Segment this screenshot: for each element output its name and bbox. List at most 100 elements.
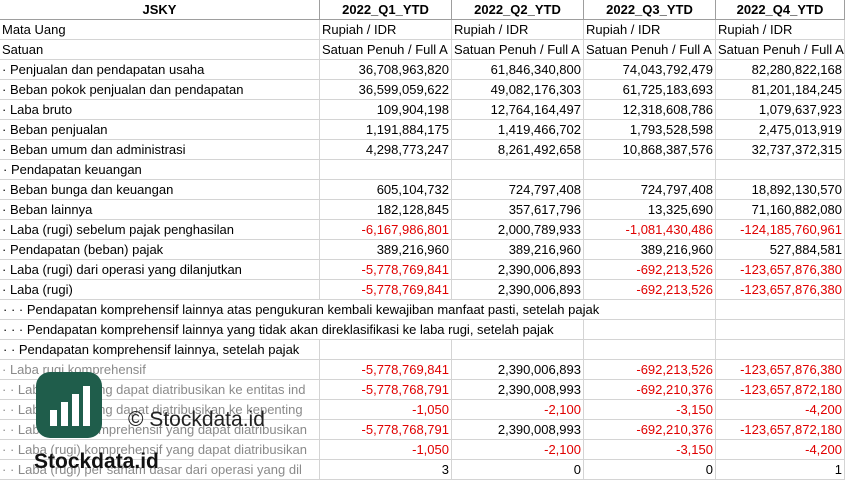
value-cell: 32,737,372,315 (716, 140, 845, 160)
value-cell: 109,904,198 (320, 100, 452, 120)
logo-icon (50, 386, 90, 426)
value-cell: Satuan Penuh / Full A (584, 40, 716, 60)
value-cell: 2,390,006,893 (452, 360, 584, 380)
value-cell: Satuan Penuh / Full A (320, 40, 452, 60)
value-cell: -123,657,872,180 (716, 420, 845, 440)
value-cell: 10,868,387,576 (584, 140, 716, 160)
empty-cell (584, 300, 716, 320)
value-cell: -123,657,876,380 (716, 280, 845, 300)
value-cell: -4,200 (716, 440, 845, 460)
watermark-logo (36, 372, 102, 438)
value-cell: -3,150 (584, 440, 716, 460)
value-cell: -123,657,872,180 (716, 380, 845, 400)
value-cell: 527,884,581 (716, 240, 845, 260)
value-cell: 2,390,006,893 (452, 260, 584, 280)
empty-cell (320, 160, 452, 180)
row-label: · Beban umum dan administrasi (0, 140, 320, 160)
value-cell: 61,725,183,693 (584, 80, 716, 100)
value-cell: 36,708,963,820 (320, 60, 452, 80)
value-cell: 2,475,013,919 (716, 120, 845, 140)
value-cell: 2,390,006,893 (452, 280, 584, 300)
value-cell: 36,599,059,622 (320, 80, 452, 100)
value-cell: -4,200 (716, 400, 845, 420)
value-cell: 389,216,960 (320, 240, 452, 260)
empty-cell (716, 160, 845, 180)
empty-cell (452, 160, 584, 180)
value-cell: Satuan Penuh / Full A (452, 40, 584, 60)
value-cell: -2,100 (452, 440, 584, 460)
row-label: · Beban lainnya (0, 200, 320, 220)
value-cell: -5,778,769,841 (320, 360, 452, 380)
value-cell: 49,082,176,303 (452, 80, 584, 100)
header-cell: 2022_Q4_YTD (716, 0, 845, 20)
row-label: · Laba (rugi) sebelum pajak penghasilan (0, 220, 320, 240)
row-label: · Beban pokok penjualan dan pendapatan (0, 80, 320, 100)
row-label: · · Laba (rugi) per saham dasar dari ope… (0, 460, 320, 480)
value-cell: 12,764,164,497 (452, 100, 584, 120)
watermark-brand: Stockdata.id (34, 450, 159, 473)
row-label: · Pendapatan keuangan (1, 160, 144, 179)
value-cell: 1,191,884,175 (320, 120, 452, 140)
row-label: · Pendapatan (beban) pajak (0, 240, 320, 260)
value-cell: 13,325,690 (584, 200, 716, 220)
value-cell: 3 (320, 460, 452, 480)
value-cell: 12,318,608,786 (584, 100, 716, 120)
header-cell: JSKY (0, 0, 320, 20)
value-cell: 1,419,466,702 (452, 120, 584, 140)
value-cell: 18,892,130,570 (716, 180, 845, 200)
empty-cell (716, 320, 845, 340)
value-cell: 1 (716, 460, 845, 480)
row-label: · Laba bruto (0, 100, 320, 120)
value-cell: 4,298,773,247 (320, 140, 452, 160)
row-label: · Beban bunga dan keuangan (0, 180, 320, 200)
value-cell: 0 (584, 460, 716, 480)
value-cell: 61,846,340,800 (452, 60, 584, 80)
empty-cell (0, 340, 320, 360)
value-cell: Rupiah / IDR (320, 20, 452, 40)
value-cell: -6,167,986,801 (320, 220, 452, 240)
value-cell: -5,778,769,841 (320, 260, 452, 280)
header-cell: 2022_Q3_YTD (584, 0, 716, 20)
value-cell: 2,390,008,993 (452, 380, 584, 400)
value-cell: 0 (452, 460, 584, 480)
empty-cell (320, 340, 452, 360)
value-cell: -692,213,526 (584, 260, 716, 280)
header-cell: 2022_Q2_YTD (452, 0, 584, 20)
empty-cell (0, 160, 320, 180)
empty-cell (452, 340, 584, 360)
row-label: · Penjualan dan pendapatan usaha (0, 60, 320, 80)
value-cell: -1,050 (320, 440, 452, 460)
value-cell: -1,050 (320, 400, 452, 420)
value-cell: 81,201,184,245 (716, 80, 845, 100)
value-cell: -692,210,376 (584, 380, 716, 400)
row-label: · Beban penjualan (0, 120, 320, 140)
empty-cell (452, 320, 584, 340)
header-cell: 2022_Q1_YTD (320, 0, 452, 20)
row-label: · · Laba (rugi) komprehensif yang dapat … (0, 440, 320, 460)
value-cell: 8,261,492,658 (452, 140, 584, 160)
empty-cell (716, 300, 845, 320)
value-cell: -124,185,760,961 (716, 220, 845, 240)
value-cell: -692,213,526 (584, 280, 716, 300)
value-cell: -5,778,769,841 (320, 280, 452, 300)
value-cell: -3,150 (584, 400, 716, 420)
empty-cell (716, 340, 845, 360)
value-cell: -123,657,876,380 (716, 360, 845, 380)
empty-cell (584, 160, 716, 180)
row-label: · Laba (rugi) (0, 280, 320, 300)
value-cell: Rupiah / IDR (452, 20, 584, 40)
value-cell: -5,778,768,791 (320, 380, 452, 400)
value-cell: -123,657,876,380 (716, 260, 845, 280)
value-cell: 71,160,882,080 (716, 200, 845, 220)
empty-cell (584, 340, 716, 360)
watermark-copyright: © Stockdata.id (128, 408, 265, 431)
value-cell: Satuan Penuh / Full A (716, 40, 845, 60)
row-label: · · · Pendapatan komprehensif lainnya at… (1, 300, 602, 319)
value-cell: 82,280,822,168 (716, 60, 845, 80)
row-label: · · · Pendapatan komprehensif lainnya ya… (1, 320, 556, 339)
value-cell: 2,000,789,933 (452, 220, 584, 240)
row-label: · Laba (rugi) dari operasi yang dilanjut… (0, 260, 320, 280)
row-label: Mata Uang (0, 20, 320, 40)
value-cell: 1,079,637,923 (716, 100, 845, 120)
